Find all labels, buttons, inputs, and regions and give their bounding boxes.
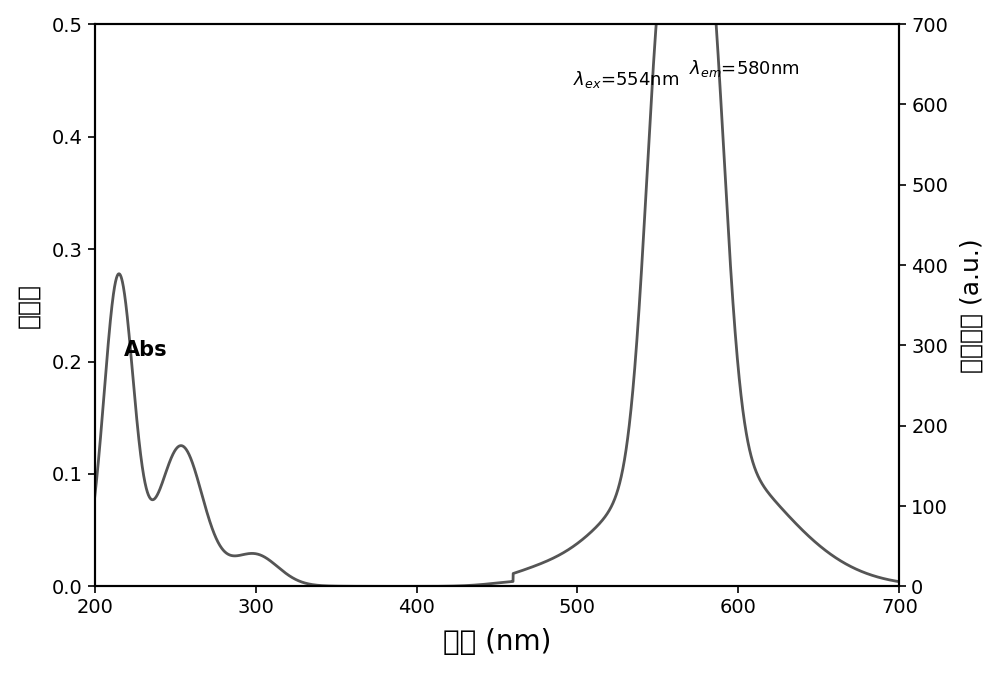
Text: $\lambda_{ex}$=554nm: $\lambda_{ex}$=554nm bbox=[573, 69, 679, 90]
Y-axis label: 吸光度: 吸光度 bbox=[17, 283, 41, 328]
Y-axis label: 荆光强度 (a.u.): 荆光强度 (a.u.) bbox=[959, 238, 983, 373]
Text: $\lambda_{em}$=580nm: $\lambda_{em}$=580nm bbox=[689, 58, 799, 79]
X-axis label: 波长 (nm): 波长 (nm) bbox=[443, 629, 551, 656]
Text: Abs: Abs bbox=[124, 340, 167, 360]
